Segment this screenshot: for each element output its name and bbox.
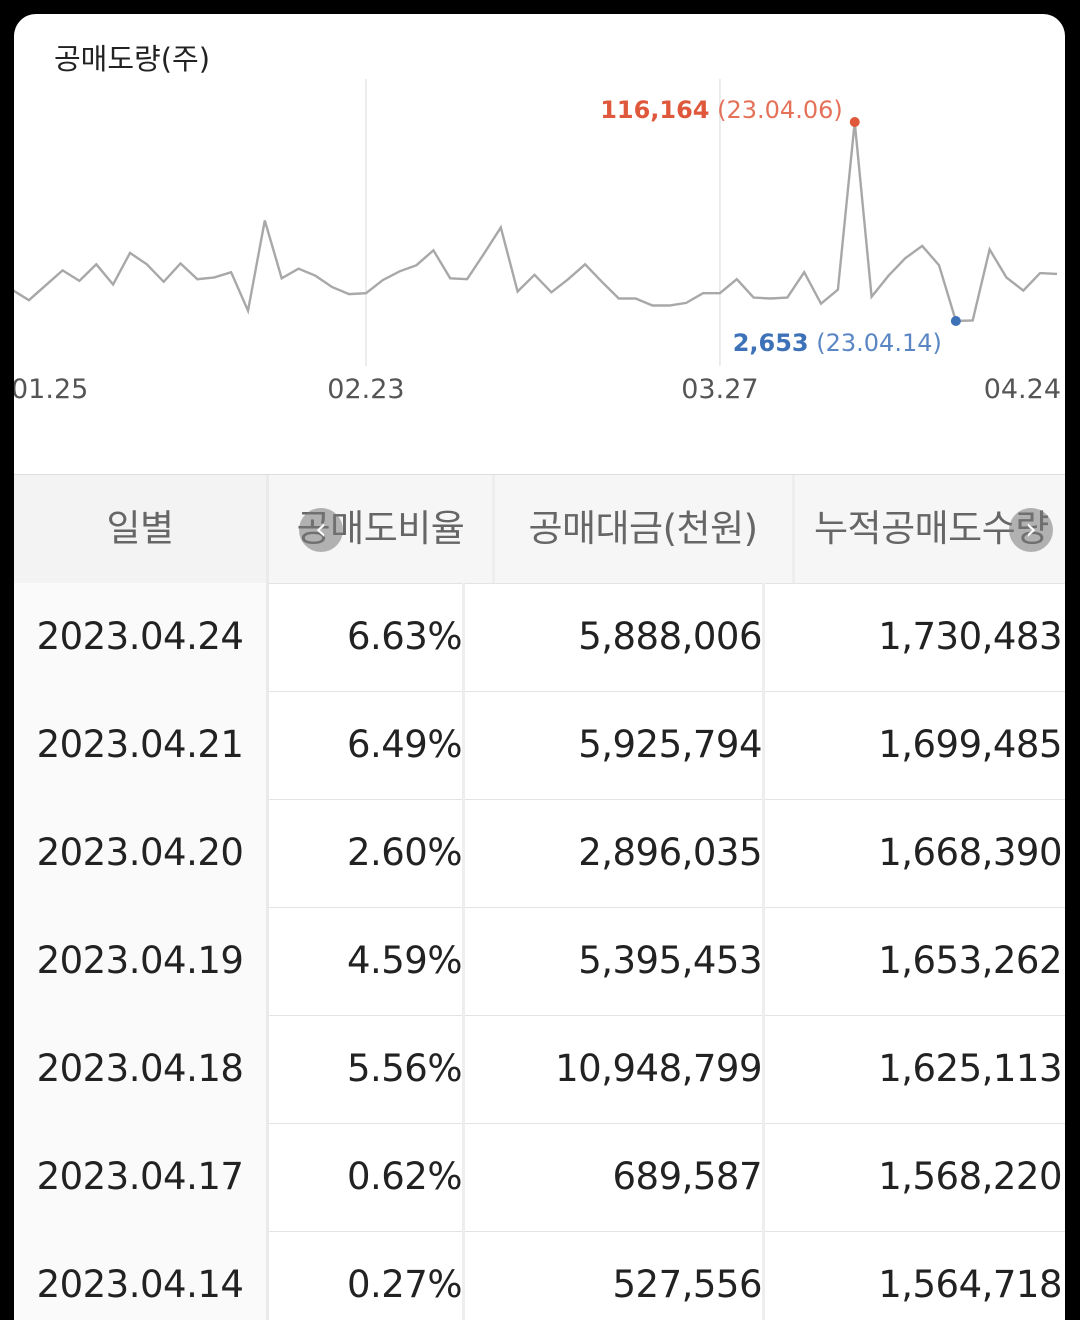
cell-cumulative-volume: 1,730,483 bbox=[878, 615, 1062, 658]
header-date[interactable]: 일별 bbox=[14, 475, 269, 583]
cell-date: 2023.04.19 bbox=[14, 907, 269, 1015]
min-point bbox=[950, 316, 961, 326]
table-row[interactable]: 2023.04.19 4.59% 5,395,453 1,653,262 bbox=[14, 907, 1065, 1016]
cell-short-ratio: 2.60% bbox=[269, 799, 465, 907]
cell-short-amount: 2,896,035 bbox=[494, 799, 765, 907]
table-header-row: 일별 공매도비율 공매대금(천원) 누적공매도수량 ‹ › bbox=[14, 475, 1065, 584]
table-row[interactable]: 2023.04.21 6.49% 5,925,794 1,699,485 bbox=[14, 691, 1065, 800]
min-annotation: 2,653 (23.04.14) bbox=[733, 329, 942, 357]
cell-cumulative-volume: 1,625,113 bbox=[878, 1047, 1062, 1090]
x-tick-label: 02.23 bbox=[327, 374, 404, 405]
x-tick-label: 03.27 bbox=[681, 374, 758, 405]
cell-cumulative-volume: 1,564,718 bbox=[878, 1263, 1062, 1306]
cell-short-ratio: 0.62% bbox=[269, 1123, 465, 1231]
cell-short-ratio: 6.49% bbox=[269, 691, 465, 799]
cell-short-ratio: 0.27% bbox=[269, 1231, 465, 1320]
series-line bbox=[14, 121, 1058, 323]
short-selling-table[interactable]: 일별 공매도비율 공매대금(천원) 누적공매도수량 ‹ › 2023.04.24… bbox=[14, 474, 1065, 1320]
cell-date: 2023.04.20 bbox=[14, 799, 269, 907]
cell-short-ratio: 5.56% bbox=[269, 1015, 465, 1123]
cell-date: 2023.04.14 bbox=[14, 1231, 269, 1320]
min-annotation-date: (23.04.14) bbox=[809, 329, 942, 357]
cell-date: 2023.04.17 bbox=[14, 1123, 269, 1231]
cell-date: 2023.04.21 bbox=[14, 691, 269, 799]
table-row[interactable]: 2023.04.17 0.62% 689,587 1,568,220 bbox=[14, 1123, 1065, 1232]
cell-short-ratio: 6.63% bbox=[269, 583, 465, 691]
cell-short-amount: 5,888,006 bbox=[494, 583, 765, 691]
chart-title: 공매도량(주) bbox=[54, 42, 211, 76]
cell-cumulative-volume: 1,699,485 bbox=[878, 723, 1062, 766]
max-annotation: 116,164 (23.04.06) bbox=[600, 96, 843, 124]
max-annotation-value: 116,164 bbox=[600, 96, 709, 124]
cell-short-amount: 689,587 bbox=[494, 1123, 765, 1231]
table-row[interactable]: 2023.04.18 5.56% 10,948,799 1,625,113 bbox=[14, 1015, 1065, 1124]
short-selling-card: 공매도량(주) 116,164 (23.04.06) 2,653 (23.04.1… bbox=[14, 14, 1065, 1320]
cell-short-amount: 5,925,794 bbox=[494, 691, 765, 799]
cell-short-amount: 10,948,799 bbox=[494, 1015, 765, 1123]
cell-date: 2023.04.24 bbox=[14, 583, 269, 691]
max-annotation-date: (23.04.06) bbox=[710, 96, 843, 124]
cell-date: 2023.04.18 bbox=[14, 1015, 269, 1123]
chevron-right-icon[interactable]: › bbox=[1009, 508, 1053, 552]
chart-svg: 116,164 (23.04.06) 2,653 (23.04.14) 01.25… bbox=[14, 79, 1061, 405]
cell-cumulative-volume: 1,653,262 bbox=[878, 939, 1062, 982]
cell-short-amount: 527,556 bbox=[494, 1231, 765, 1320]
min-annotation-value: 2,653 bbox=[733, 329, 809, 357]
table-row[interactable]: 2023.04.14 0.27% 527,556 1,564,718 bbox=[14, 1231, 1065, 1320]
max-point bbox=[849, 117, 860, 127]
cell-short-ratio: 4.59% bbox=[269, 907, 465, 1015]
chevron-left-icon[interactable]: ‹ bbox=[299, 508, 343, 552]
short-volume-chart: 공매도량(주) 116,164 (23.04.06) 2,653 (23.04.1… bbox=[14, 14, 1065, 474]
x-tick-label: 04.24 bbox=[984, 374, 1061, 405]
table-row[interactable]: 2023.04.20 2.60% 2,896,035 1,668,390 bbox=[14, 799, 1065, 908]
cell-cumulative-volume: 1,568,220 bbox=[878, 1155, 1062, 1198]
table-row[interactable]: 2023.04.24 6.63% 5,888,006 1,730,483 bbox=[14, 583, 1065, 692]
cell-cumulative-volume: 1,668,390 bbox=[878, 831, 1062, 874]
header-short-amount[interactable]: 공매대금(천원) bbox=[494, 475, 795, 583]
cell-short-amount: 5,395,453 bbox=[494, 907, 765, 1015]
x-tick-label: 01.25 bbox=[14, 374, 88, 405]
